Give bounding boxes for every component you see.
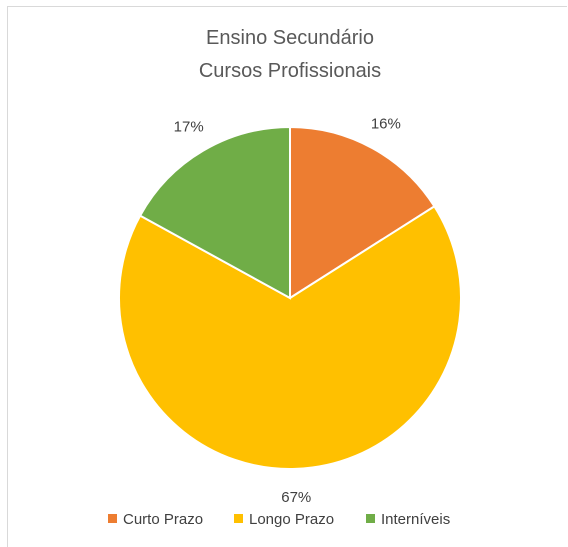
legend-swatch — [108, 514, 117, 523]
data-label: 16% — [371, 116, 401, 133]
data-label: 17% — [174, 119, 204, 136]
pie-slice-interníveis — [138, 125, 291, 300]
pie-slice-curto-prazo — [289, 125, 436, 300]
legend-label: Curto Prazo — [123, 511, 203, 528]
legend-label: Interníveis — [381, 511, 450, 528]
legend: Curto Prazo Longo Prazo Interníveis — [108, 511, 450, 528]
pie-slice-longo-prazo — [118, 204, 462, 471]
data-label: 67% — [281, 489, 311, 506]
legend-swatch — [366, 514, 375, 523]
chart-title-line-2: Cursos Profissionais — [199, 60, 381, 82]
pie-slices — [118, 125, 462, 471]
legend-label: Longo Prazo — [249, 511, 334, 528]
legend-swatch — [234, 514, 243, 523]
chart-title-line-1: Ensino Secundário — [206, 27, 374, 49]
data-labels: 16% 67% 17% — [174, 116, 401, 506]
